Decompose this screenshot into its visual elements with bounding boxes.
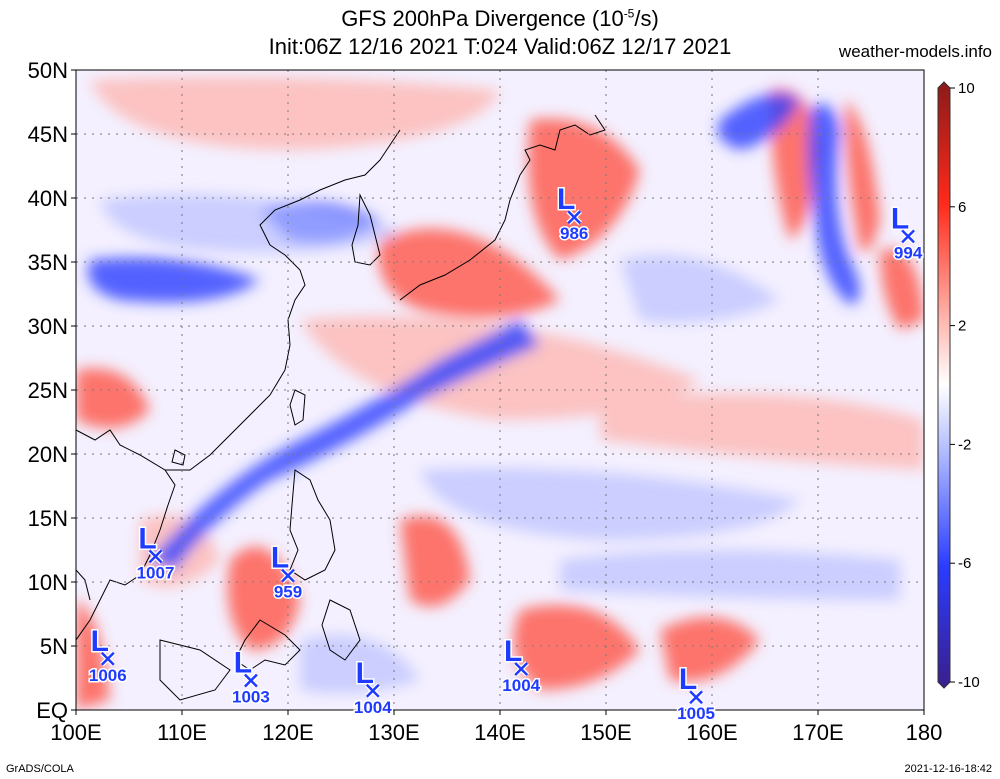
lat-tick-label: 25N	[28, 378, 68, 403]
low-marker: L 1007	[135, 521, 176, 584]
low-symbol: L	[557, 183, 575, 216]
low-pressure-value: 1003	[232, 688, 270, 707]
low-marker: L 1005	[676, 662, 717, 725]
low-center-icon	[689, 690, 703, 705]
low-marker: L 1004	[501, 634, 542, 697]
low-center-icon	[365, 683, 380, 698]
low-symbol: L	[271, 542, 289, 575]
low-marker: L 994	[889, 201, 924, 264]
low-center-icon	[148, 549, 163, 564]
low-center-icon	[100, 651, 115, 666]
lon-tick-label: 140E	[474, 720, 525, 745]
lat-tick-label: 30N	[28, 314, 68, 339]
low-pressure-markers: L 986 L 994 L 1007 L 959 L 1006 L 1003 L 1004 L 1004 L 10…	[87, 182, 924, 725]
colorbar-label: 2	[958, 318, 966, 335]
lat-tick-label: 45N	[28, 122, 68, 147]
lat-lon-grid	[76, 70, 924, 710]
colorbar-label: -2	[958, 436, 971, 453]
colorbar-label: 10	[958, 80, 975, 97]
lon-tick-label: 170E	[792, 720, 843, 745]
low-pressure-value: 959	[274, 583, 302, 602]
colorbar-label: 6	[958, 199, 966, 216]
source-label: weather-models.info	[838, 42, 992, 61]
lon-tick-label: 160E	[686, 720, 737, 745]
low-pressure-value: 1005	[677, 704, 715, 723]
low-pressure-value: 1007	[137, 563, 175, 582]
lat-tick-label: 10N	[28, 570, 68, 595]
lat-tick-label: 15N	[28, 506, 68, 531]
lon-tick-label: 180	[906, 720, 943, 745]
low-pressure-value: 986	[560, 224, 588, 243]
low-marker: L 1003	[230, 645, 271, 708]
low-pressure-value: 1006	[89, 666, 127, 685]
low-pressure-value: 1004	[354, 698, 392, 717]
colorbar	[937, 81, 951, 689]
lon-tick-label: 130E	[368, 720, 419, 745]
lat-tick-label: 40N	[28, 186, 68, 211]
colorbar-label: -10	[958, 674, 980, 691]
lat-tick-label: EQ	[36, 698, 68, 723]
lon-tick-label: 120E	[262, 720, 313, 745]
low-center-icon	[244, 673, 258, 688]
low-symbol: L	[234, 647, 252, 680]
low-center-icon	[901, 229, 915, 244]
lat-tick-label: 20N	[28, 442, 68, 467]
low-marker: L 1004	[352, 655, 393, 718]
chart-subtitle: Init:06Z 12/16 2021 T:024 Valid:06Z 12/1…	[268, 34, 732, 59]
low-center-icon	[281, 568, 295, 583]
low-pressure-value: 994	[894, 243, 923, 262]
lon-tick-label: 150E	[580, 720, 631, 745]
low-symbol: L	[138, 522, 156, 555]
low-symbol: L	[504, 635, 522, 668]
divergence-field	[76, 70, 924, 710]
lat-tick-label: 50N	[28, 58, 68, 83]
lon-tick-label: 110E	[157, 720, 207, 745]
axis-ticks: 100E 110E 120E 130E 140E 150E 160E 170E 180 EQ 5N 1…	[28, 58, 943, 745]
low-center-icon	[514, 662, 529, 676]
low-symbol: L	[679, 663, 697, 696]
low-symbol: L	[91, 625, 109, 658]
low-marker: L 1006	[87, 623, 128, 686]
credit-label: GrADS/COLA	[6, 763, 74, 775]
low-symbol: L	[891, 202, 909, 235]
low-marker: L 959	[269, 540, 303, 603]
coastlines	[76, 114, 606, 701]
chart-title: GFS 200hPa Divergence (10-5/s)	[341, 6, 659, 31]
lat-tick-label: 5N	[40, 634, 68, 659]
lat-tick-label: 35N	[28, 250, 68, 275]
lon-tick-label: 100E	[50, 720, 101, 745]
colorbar-label: -6	[958, 555, 971, 572]
low-pressure-value: 1004	[502, 676, 540, 695]
low-center-icon	[567, 210, 582, 225]
low-symbol: L	[356, 657, 374, 690]
low-marker: L 986	[556, 182, 590, 245]
timestamp-label: 2021-12-16-18:42	[904, 763, 992, 775]
